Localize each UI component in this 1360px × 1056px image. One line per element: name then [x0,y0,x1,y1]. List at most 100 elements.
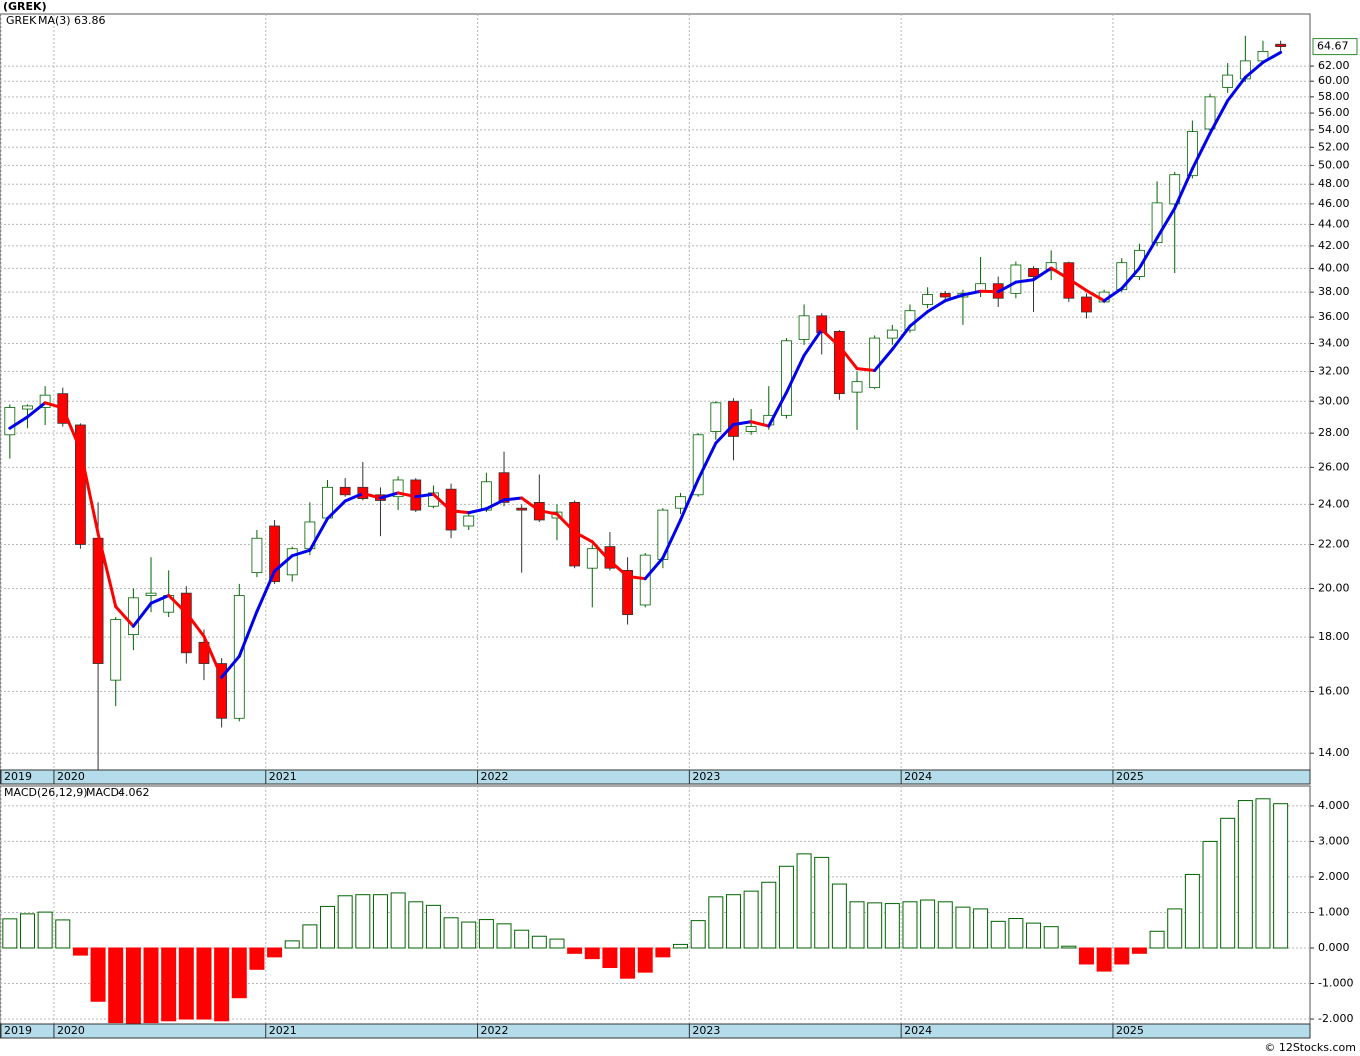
ma-segment [114,605,135,628]
macd-bar [284,940,300,949]
macd-bar [302,924,318,949]
x-tick-label: 2022 [481,770,509,783]
macd-bar [2,918,18,949]
macd-bar [1131,947,1147,954]
candle-body [1081,296,1092,313]
candle-body [75,424,86,545]
candle-body [886,329,898,339]
ma-segment [1032,266,1053,282]
footer: © 12Stocks.com [1264,1041,1356,1054]
x-tick-label: 2024 [904,1024,932,1037]
macd-bar [37,911,53,949]
ma-segment [1137,236,1159,270]
candle-body [516,507,528,511]
ma-segment [1226,75,1247,103]
macd-bar [1043,926,1059,949]
macd-bar [337,895,353,949]
x-tick-label: 2022 [481,1024,509,1037]
candle-body [586,548,598,569]
ma-segment [396,491,418,499]
candle-body [339,486,351,496]
last-price-label: 64.67 [1317,40,1349,53]
candle-body [216,663,228,719]
macd-bar [267,947,283,958]
ma-segment [802,328,824,357]
y-tick-label: 50.00 [1318,158,1350,171]
macd-bar [796,853,812,949]
macd-bar [196,947,212,1020]
ma-segment [961,289,983,297]
macd-bar [673,943,689,949]
ma-segment [167,593,188,615]
ma-segment [78,448,100,536]
y-tick-label: 34.00 [1318,336,1350,349]
ma-segment [1014,278,1036,284]
macd-bar [1061,945,1077,949]
ma-segment [8,415,29,430]
x-tick-label: 2021 [269,1024,297,1037]
chart-title: (GREK) [3,0,47,13]
ma-segment [184,611,206,638]
time-axis-bar [0,1023,1311,1039]
y-tick-label: 3.000 [1318,834,1350,847]
candle-body [851,381,863,393]
candle-body [922,294,934,305]
y-tick-label: 16.00 [1318,685,1350,698]
candle-body [745,426,757,432]
macd-bar [1167,908,1183,949]
macd-bar [955,906,971,949]
y-tick-label: 22.00 [1318,537,1350,550]
candle-body [781,340,792,416]
y-tick-label: -1.000 [1318,977,1353,990]
y-tick-label: 54.00 [1318,123,1350,136]
legend-label: MA(3) [38,14,71,27]
candle-body [1028,268,1039,277]
macd-bar [708,896,724,949]
macd-bar [143,947,159,1024]
ma-segment [361,491,382,500]
x-tick-label: 2023 [692,1024,720,1037]
candle-body [498,472,510,503]
legend-title: MACD(26,12,9) [4,786,88,799]
macd-bar [1273,803,1289,949]
macd-bar [1096,947,1112,972]
x-tick-label: 2025 [1116,1024,1144,1037]
macd-bar [161,947,177,1022]
ma-segment [696,441,718,481]
candle-body [180,592,192,654]
x-tick-label: 2021 [269,770,297,783]
ma-segment [449,509,471,515]
y-tick-label: 58.00 [1318,90,1350,103]
ma-segment [467,507,488,515]
macd-bar [90,947,106,1002]
candle-body [710,402,722,432]
macd-bar [249,947,265,970]
y-tick-label: 0.000 [1318,941,1350,954]
macd-bar [355,894,371,949]
ma-segment [1067,277,1088,293]
ma-segment [590,540,612,563]
y-tick-label: 28.00 [1318,426,1350,439]
macd-bar [1026,922,1042,949]
ma-segment [255,569,277,613]
ma-segment [908,310,930,328]
ma-segment [890,324,912,351]
macd-bar [1184,873,1200,949]
legend-label: MACD: [86,786,123,799]
macd-bar [690,920,706,949]
ma-segment [679,477,700,522]
ma-segment [731,420,753,426]
candle-body [1151,202,1163,244]
macd-bar [496,923,512,949]
macd-bar [902,901,918,949]
macd-bar [425,904,441,949]
macd-bar [1202,840,1218,949]
candle-body [1010,264,1022,294]
ma-segment [25,401,47,419]
candle-body [1222,74,1234,88]
y-tick-label: 62.00 [1318,59,1350,72]
ma-segment [290,548,312,558]
ma-segment [926,299,947,314]
ma-segment [43,401,65,410]
macd-bar [973,908,989,949]
